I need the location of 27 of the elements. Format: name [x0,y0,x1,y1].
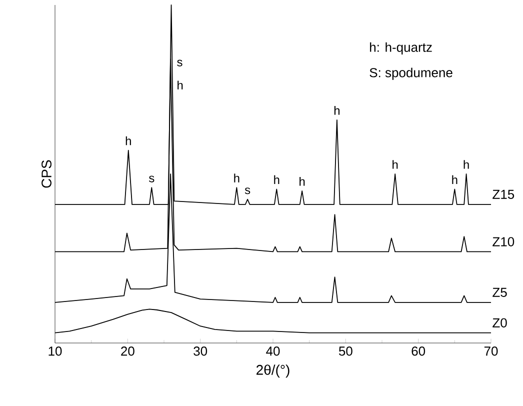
x-axis-title: 2θ/(°) [256,364,290,378]
annotation: h [126,136,131,146]
annotation: h [452,175,458,184]
annotation: S: spodumene [370,68,452,80]
series-label: Z10 [492,237,514,246]
series-label: Z15 [492,190,514,199]
annotation: s [244,188,250,194]
x-tick-label: 20 [121,346,134,356]
annotation: s [148,176,154,182]
annotation: h [334,106,340,115]
series-label: Z0 [492,318,507,328]
y-axis-title: CPS [42,160,52,188]
x-tick-label: 70 [484,346,498,356]
x-tick-label: 50 [338,346,352,356]
annotation: h [392,160,398,169]
x-tick-label: 60 [412,346,426,356]
x-tick-label: 10 [48,346,62,356]
x-tick-label: 30 [194,346,208,356]
annotation: h [300,176,305,186]
annotation: h [464,160,469,169]
annotation: h [178,80,183,90]
series-label: Z5 [492,288,507,297]
annotation: h [274,175,280,184]
x-tick-label: 40 [266,346,280,356]
annotation: h [234,174,240,182]
annotation: s [177,60,182,66]
annotation: h: h-quartz [370,42,432,54]
